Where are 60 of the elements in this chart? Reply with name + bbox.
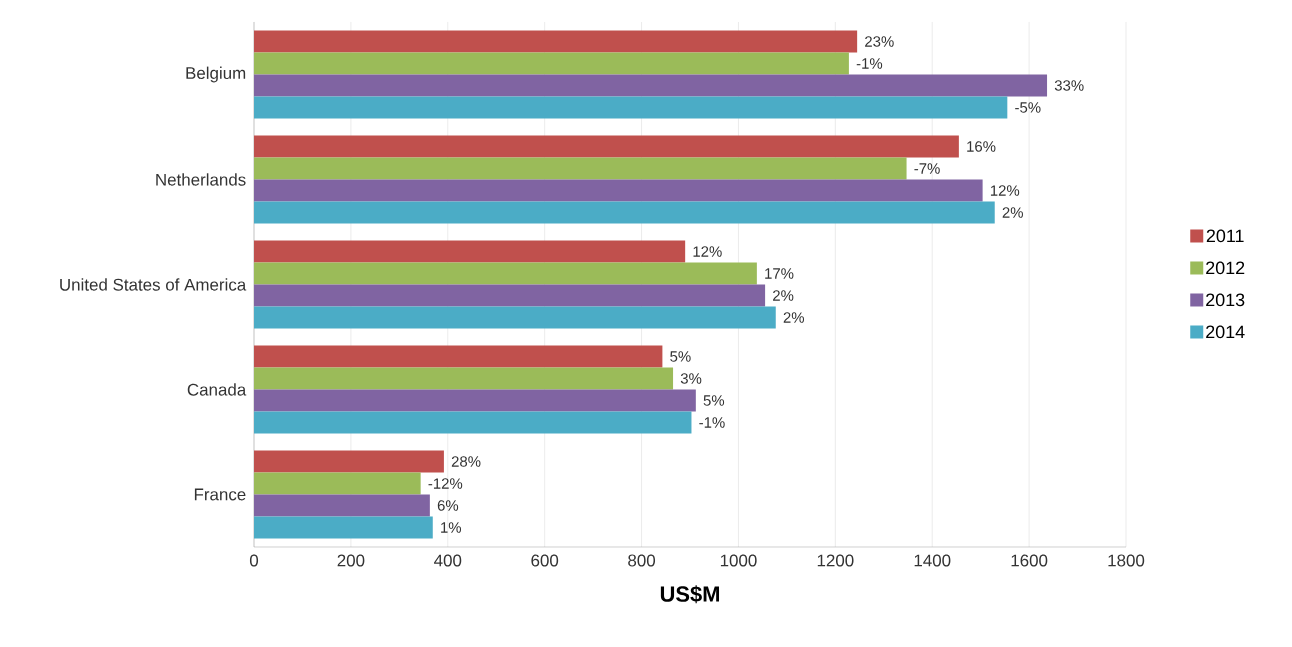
bar [254, 30, 858, 53]
x-tick-label: 1400 [914, 554, 951, 567]
annotation: 12% [693, 246, 722, 257]
annotation: -1% [856, 58, 883, 69]
annotation: 3% [680, 373, 702, 384]
bar [254, 494, 430, 517]
x-tick-label: 0 [249, 554, 259, 567]
bar [254, 345, 663, 368]
annotation: 16% [967, 141, 996, 152]
y-tick-label: Canada [187, 383, 247, 396]
annotation: 2% [783, 312, 805, 323]
bar [254, 284, 766, 307]
annotation: 5% [670, 351, 691, 362]
bar [254, 74, 1048, 97]
annotation: -5% [1015, 102, 1041, 113]
bar [254, 516, 433, 539]
bar [254, 157, 907, 180]
y-tick-label: France [194, 488, 246, 501]
y-tick-label: Belgium [186, 66, 246, 83]
x-tick-label: 200 [337, 554, 365, 567]
bar [254, 179, 983, 202]
annotation: 6% [437, 500, 459, 511]
annotation: 33% [1054, 80, 1084, 91]
x-tick-label: 400 [434, 554, 462, 567]
x-tick-label: 800 [628, 554, 656, 567]
bar [254, 96, 1008, 119]
annotation: 28% [451, 456, 481, 467]
x-tick-label: 600 [531, 554, 559, 567]
bar [254, 472, 421, 495]
annotation: -1% [699, 417, 725, 428]
bar [254, 411, 692, 434]
x-tick-label: 1600 [1011, 554, 1048, 567]
bar [254, 201, 995, 224]
annotation: -7% [914, 163, 940, 174]
y-tick-label: Netherlands [156, 173, 246, 186]
bar [254, 306, 776, 329]
legend-label: 2014 [1206, 325, 1245, 339]
x-tick-label: 1000 [720, 554, 757, 567]
annotation: 17% [765, 268, 794, 279]
bar [254, 450, 444, 473]
legend-label: 2011 [1206, 229, 1244, 243]
x-tick-label: 1800 [1108, 554, 1145, 567]
annotation: -12% [428, 478, 463, 489]
legend-label: 2013 [1206, 293, 1245, 307]
annotation: 2% [1002, 207, 1023, 218]
annotation: 23% [865, 36, 894, 47]
annotation: 12% [990, 185, 1020, 196]
legend-label: 2012 [1206, 261, 1245, 275]
bar [254, 367, 674, 390]
bar [254, 389, 696, 412]
annotation: 5% [703, 395, 725, 406]
bar [254, 52, 849, 75]
bar [254, 262, 757, 285]
x-tick-label: 1200 [817, 554, 854, 567]
bar [254, 135, 959, 158]
y-tick-label: United States of America [60, 278, 247, 291]
bar [254, 240, 686, 263]
x-axis-title: US$M [660, 585, 719, 604]
annotation: 1% [441, 522, 462, 533]
annotation: 2% [773, 290, 794, 301]
